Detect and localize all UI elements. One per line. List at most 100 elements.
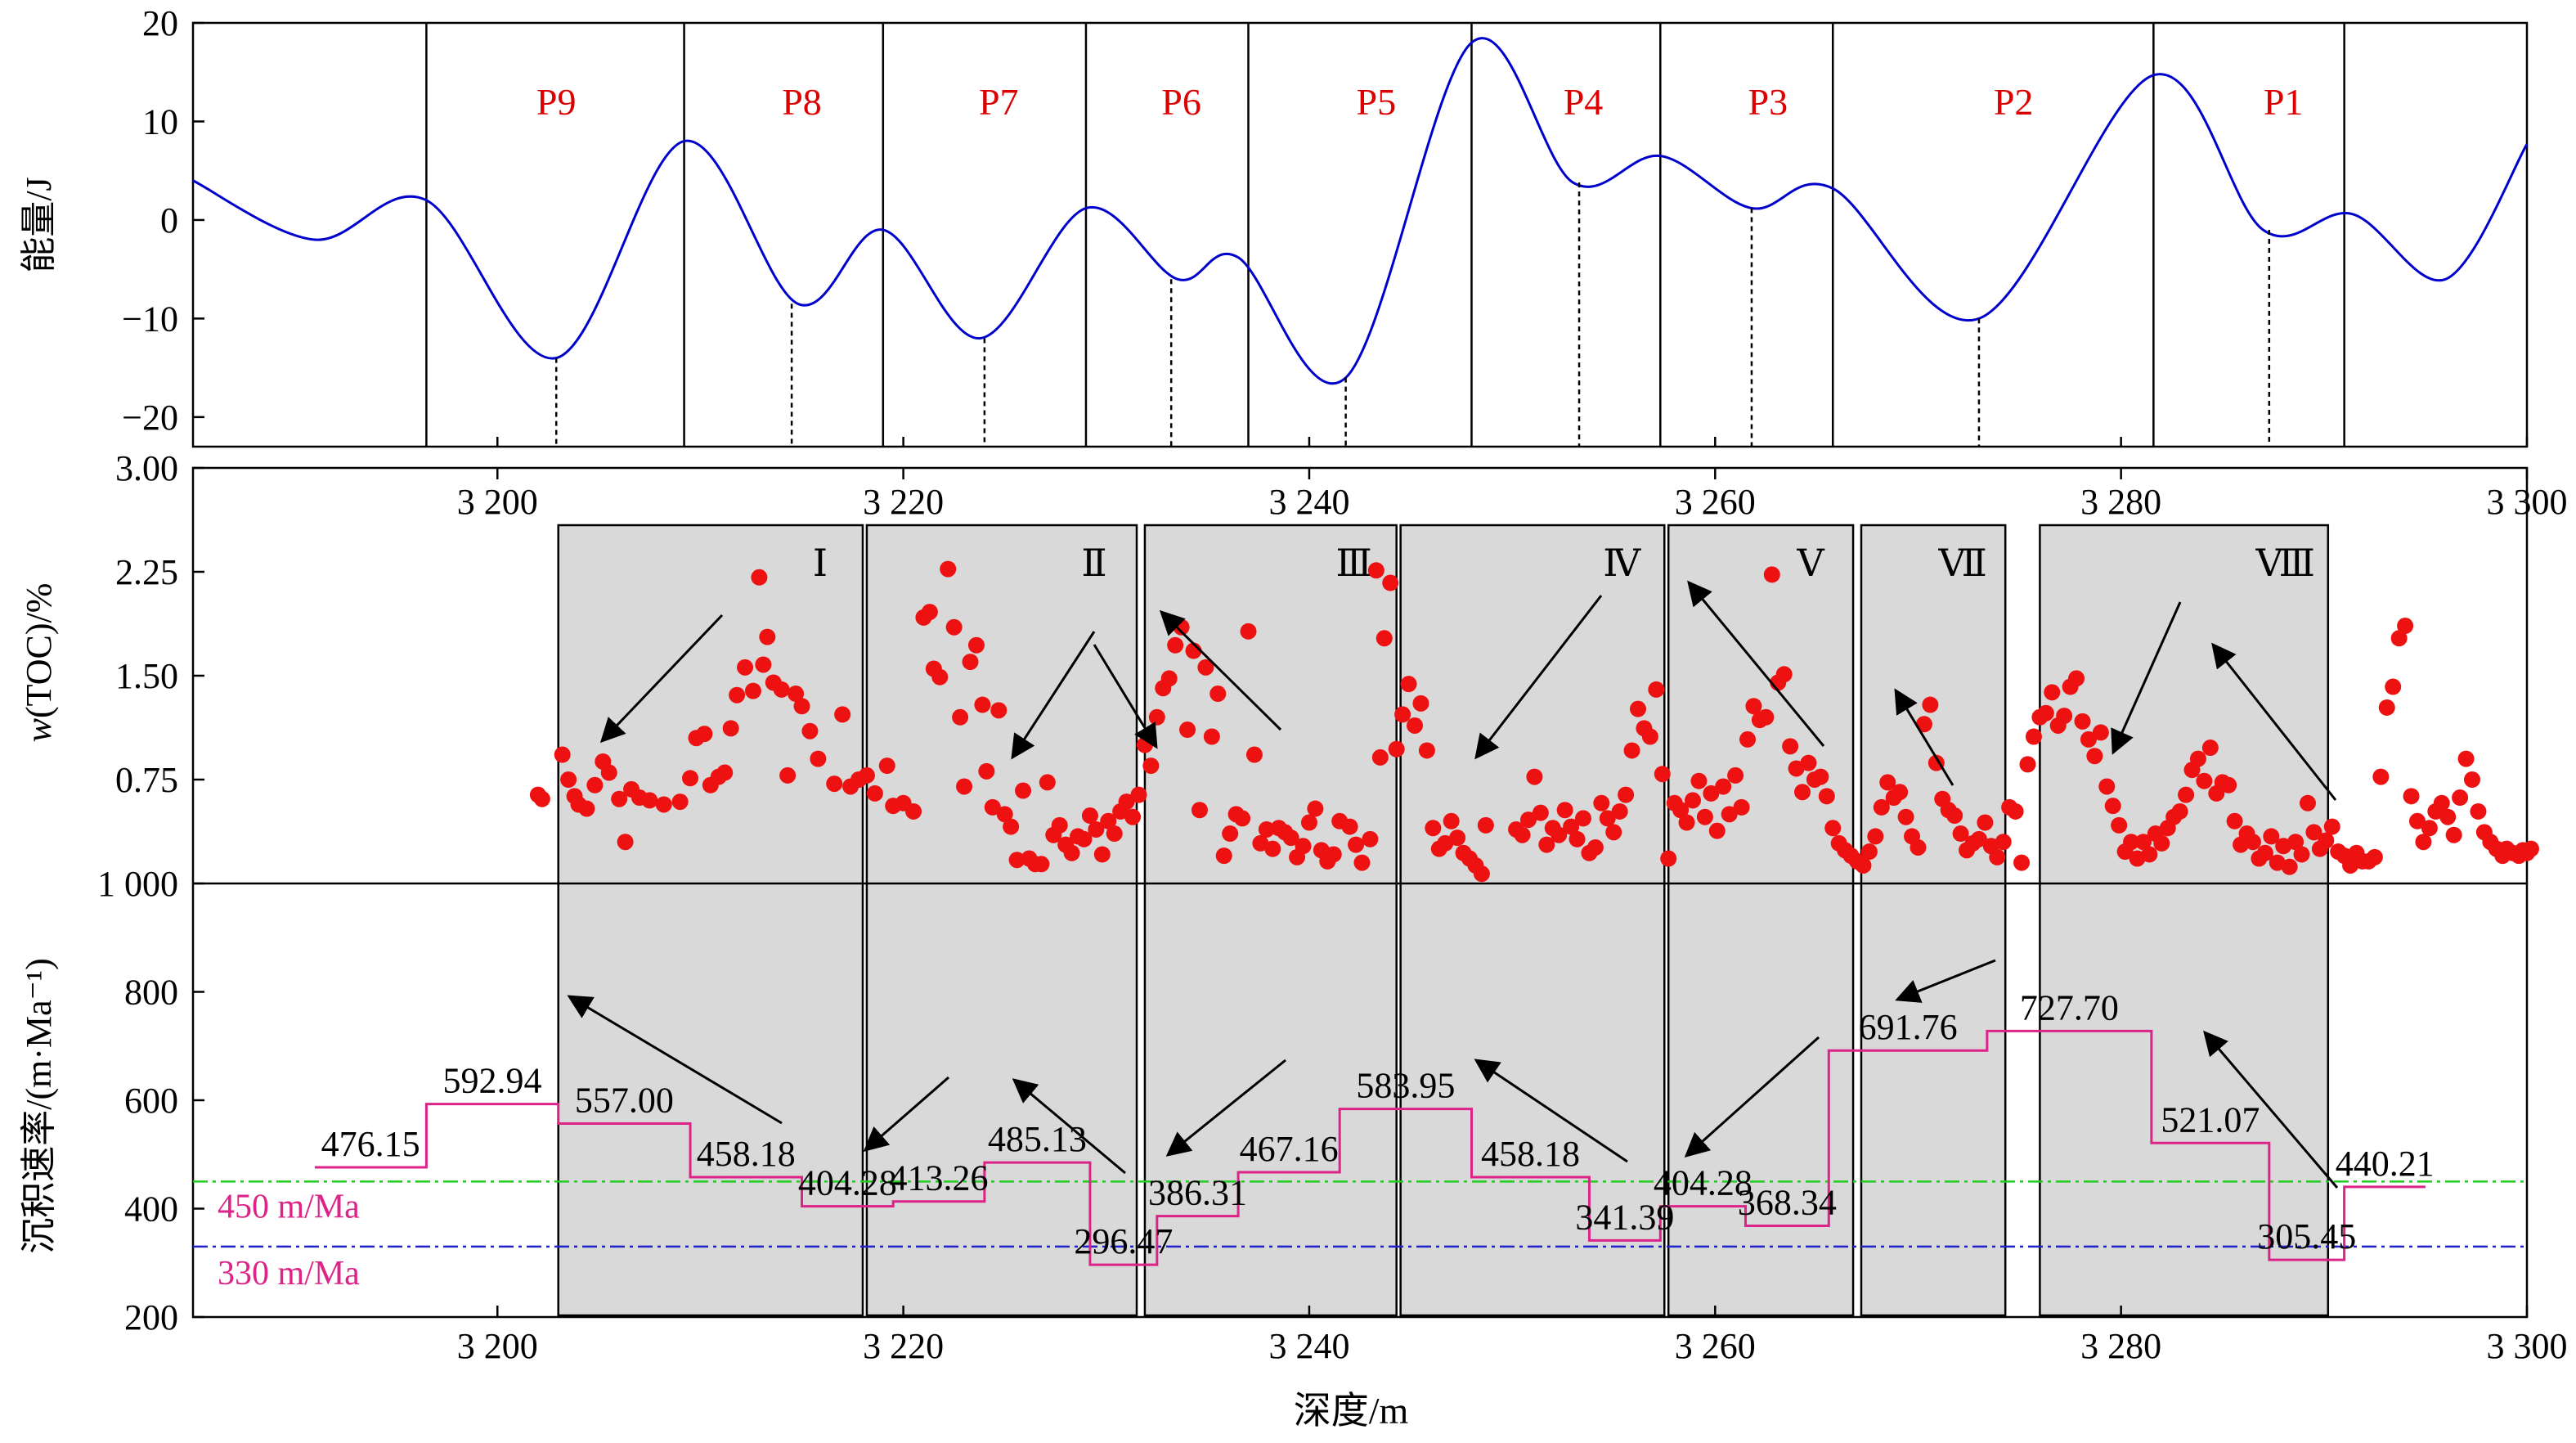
toc-point xyxy=(1295,838,1312,855)
toc-point xyxy=(1160,670,1178,687)
toc-point xyxy=(2098,778,2116,795)
toc-point xyxy=(2086,748,2103,765)
trend-arrow xyxy=(1474,1059,1628,1163)
rate-y-tick-label: 200 xyxy=(124,1297,178,1337)
toc-point xyxy=(1593,794,1610,811)
rate-value-label: 305.45 xyxy=(2257,1216,2356,1256)
box-label: Ⅲ xyxy=(1335,542,1371,584)
toc-point xyxy=(1376,630,1393,647)
phase-label: P8 xyxy=(782,81,822,123)
toc-x-tick-label: 3 300 xyxy=(2487,482,2568,522)
toc-point xyxy=(1568,830,1586,847)
trend-arrow xyxy=(1895,959,1996,1003)
rate-x-tick-label: 3 280 xyxy=(2080,1326,2161,1366)
toc-point xyxy=(2104,798,2121,815)
rate-value-label: 404.28 xyxy=(798,1163,897,1203)
toc-point xyxy=(1325,846,1342,863)
toc-point xyxy=(2037,704,2054,722)
toc-point xyxy=(834,706,851,723)
toc-point xyxy=(2226,812,2243,829)
toc-point xyxy=(1708,822,1726,839)
toc-point xyxy=(2439,808,2457,825)
rate-x-tick-label: 3 200 xyxy=(457,1326,538,1366)
toc-point xyxy=(866,784,883,802)
toc-point xyxy=(2171,802,2188,820)
toc-point xyxy=(2080,730,2097,748)
toc-point xyxy=(1526,768,1543,785)
toc-point xyxy=(1477,816,1494,834)
toc-point xyxy=(2281,858,2298,875)
toc-point xyxy=(1443,812,1460,829)
toc-point xyxy=(1654,766,1671,783)
rate-value-label: 341.39 xyxy=(1575,1197,1674,1237)
toc-point xyxy=(1915,716,1932,733)
toc-point xyxy=(1300,814,1317,831)
box-7 xyxy=(2039,524,2330,1317)
toc-point xyxy=(2256,844,2273,861)
toc-point xyxy=(1977,814,1994,831)
toc-point xyxy=(1106,825,1123,843)
toc-point xyxy=(1599,810,1616,827)
toc-point xyxy=(2463,771,2480,788)
trend-arrow xyxy=(1093,644,1158,749)
toc-point xyxy=(1051,816,1068,834)
toc-point xyxy=(2025,728,2042,745)
toc-point xyxy=(1586,838,1604,856)
toc-point xyxy=(1367,562,1384,579)
toc-point xyxy=(1197,659,1214,676)
box-3 xyxy=(1143,524,1398,1317)
toc-point xyxy=(2305,824,2322,841)
toc-point xyxy=(2220,776,2237,793)
toc-point xyxy=(2457,750,2475,767)
trend-arrow xyxy=(2111,601,2182,755)
rate-value-label: 386.31 xyxy=(1148,1173,1247,1213)
toc-point xyxy=(1629,700,1646,717)
rate-value-label: 458.18 xyxy=(697,1134,796,1174)
toc-point xyxy=(2397,618,2414,635)
toc-point xyxy=(1605,824,1622,841)
box-1 xyxy=(557,524,864,1317)
energy-y-tick-label: 10 xyxy=(142,101,178,142)
toc-point xyxy=(1215,847,1232,865)
toc-point xyxy=(1418,742,1435,759)
toc-point xyxy=(1989,848,2006,865)
toc-point xyxy=(1739,730,1757,748)
toc-point xyxy=(533,790,550,807)
toc-point xyxy=(1757,708,1775,726)
toc-point xyxy=(2287,834,2304,851)
rate-x-tick-label: 3 300 xyxy=(2487,1326,2568,1366)
toc-point xyxy=(2299,794,2316,811)
toc-point xyxy=(1970,830,1987,847)
toc-y-axis-label-italic: w xyxy=(19,717,59,742)
toc-point xyxy=(1371,748,1389,766)
toc-x-tick-label: 3 260 xyxy=(1675,482,1756,522)
toc-point xyxy=(2134,834,2152,851)
toc-point xyxy=(1388,740,1405,757)
toc-point xyxy=(962,654,979,671)
energy-y-tick-label: −20 xyxy=(122,398,178,438)
toc-point xyxy=(737,659,754,676)
toc-point xyxy=(2452,789,2469,807)
phase-label: P4 xyxy=(1564,81,1604,123)
toc-point xyxy=(990,702,1008,719)
toc-point xyxy=(729,686,746,704)
toc-point xyxy=(2123,834,2140,851)
toc-point xyxy=(1892,784,1909,801)
rate-value-label: 727.70 xyxy=(2020,987,2119,1027)
toc-point xyxy=(1234,810,1251,827)
panel-frames xyxy=(191,21,2529,1319)
toc-point xyxy=(1088,820,1105,838)
toc-y-axis-label: w(TOC)/% xyxy=(19,583,59,743)
toc-point xyxy=(1191,802,1208,819)
toc-point xyxy=(2013,854,2031,871)
toc-point xyxy=(2403,788,2420,805)
phase-label: P9 xyxy=(536,81,577,123)
toc-point xyxy=(2111,816,2128,834)
toc-y-tick-label: 1.50 xyxy=(115,656,178,696)
toc-point xyxy=(1696,808,1713,825)
toc-point xyxy=(921,604,938,621)
toc-point xyxy=(945,618,963,636)
toc-point xyxy=(1449,829,1466,847)
x-axis-label: 深度/m xyxy=(1294,1390,1409,1432)
toc-point xyxy=(1033,856,1050,873)
